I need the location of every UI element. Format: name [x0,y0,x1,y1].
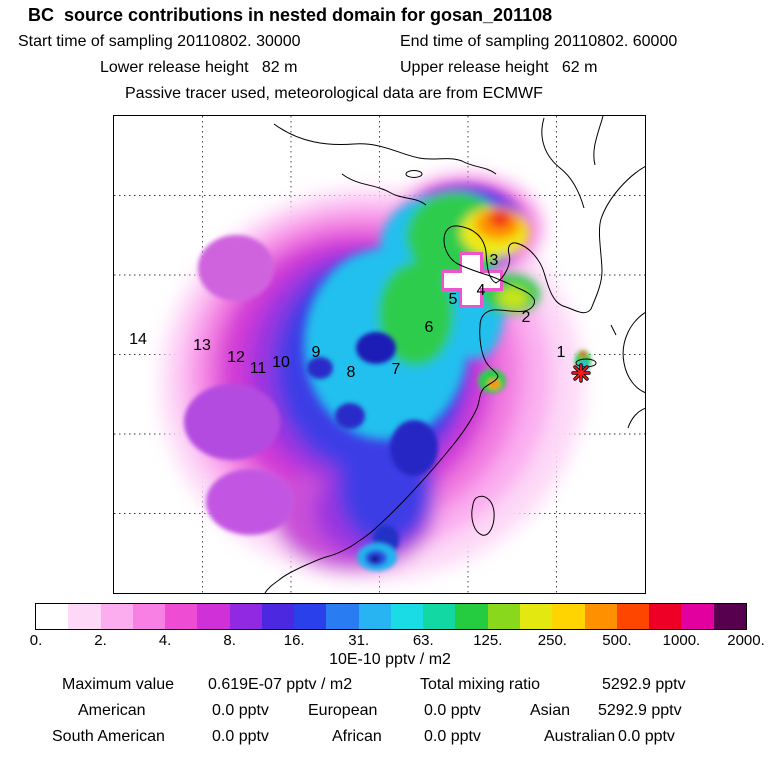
colorbar-cell [261,604,295,629]
region-label-2: 2 [521,309,531,326]
colorbar-cell [681,604,714,629]
colorbar-tick-label: 31. [348,632,370,649]
colorbar-tick-label: 16. [283,632,305,649]
south-american-value: 0.0 pptv [212,728,269,745]
colorbar-tick-label: 8. [223,632,236,649]
map-plot: 1 2 3 4 5 6 7 8 9 10 11 12 13 14 [113,115,646,594]
african-value: 0.0 pptv [424,728,481,745]
colorbar-tick-label: 2000. [727,632,765,649]
south-american-label: South American [52,728,165,745]
colorbar-cell [197,604,230,629]
colorbar-tick-label: 63. [412,632,434,649]
colorbar-cell [358,604,391,629]
african-label: African [332,728,382,745]
colorbar-cell [423,604,456,629]
map-canvas [114,116,645,593]
colorbar-cell [390,604,424,629]
australian-value: 0.0 pptv [618,728,675,745]
region-label-3: 3 [489,252,499,269]
region-label-4: 4 [476,282,486,299]
colorbar-cell [713,604,746,629]
colorbar-cell [487,604,520,629]
maximum-value-label: Maximum value [62,676,175,693]
region-label-13: 13 [193,337,211,354]
total-mixing-ratio-label: Total mixing ratio [420,676,541,693]
region-label-11: 11 [249,360,267,377]
region-label-6: 6 [424,319,434,336]
colorbar-tick-label: 4. [158,632,172,649]
colorbar-cell [584,604,617,629]
region-labels: 1 2 3 4 5 6 7 8 9 10 11 12 13 14 [114,116,645,593]
region-label-9: 9 [311,344,321,361]
coastlines [264,116,645,593]
colorbar-cell [649,604,682,629]
colorbar [35,603,747,630]
colorbar-tick-label: 0. [29,632,43,649]
colorbar-cell [552,604,585,629]
figure-title: BC source contributions in nested domain… [28,5,553,25]
colorbar-cell [68,604,101,629]
european-value: 0.0 pptv [424,702,481,719]
colorbar-cell [616,604,650,629]
region-label-1: 1 [556,344,566,361]
american-value: 0.0 pptv [212,702,269,719]
stats-block: Maximum value 0.619E-07 pptv / m2 Total … [0,676,768,766]
sampling-end-text: End time of sampling 20110802. 60000 [400,33,678,50]
colorbar-cell [100,604,133,629]
colorbar-cell [132,604,166,629]
receptor-marker [571,363,591,383]
region-label-8: 8 [346,364,356,381]
upper-release-height-text: Upper release height 62 m [400,59,598,76]
maximum-value: 0.619E-07 pptv / m2 [208,676,353,693]
region-label-10: 10 [272,354,290,371]
colorbar-cell [294,604,327,629]
colorbar-tick-label: 125. [473,632,503,649]
colorbar-cell [165,604,198,629]
concentration-field [160,176,591,580]
region-label-7: 7 [391,361,401,378]
colorbar-cell [455,604,488,629]
colorbar-cell [36,604,69,629]
american-label: American [78,702,146,719]
colorbar-cell [326,604,359,629]
sampling-start-text: Start time of sampling 20110802. 30000 [18,33,301,50]
total-mixing-ratio-value: 5292.9 pptv [602,676,686,693]
colorbar-tick-label: 2. [94,632,107,649]
region-label-5: 5 [448,291,458,308]
tracer-note-text: Passive tracer used, meteorological data… [125,85,543,102]
colorbar-tick-label: 250. [537,632,567,649]
asian-label: Asian [530,702,571,719]
colorbar-tick-label: 500. [602,632,632,649]
region-label-12: 12 [227,349,245,366]
colorbar-cell [229,604,262,629]
colorbar-ticks: 0. 2. 4. 8. 16. 31. 63. 125. 250. 500. 1000. 2000. [30,632,765,650]
lower-release-height-text: Lower release height 82 m [100,59,298,76]
asian-value: 5292.9 pptv [598,702,682,719]
masked-cell-cross [441,252,503,308]
colorbar-units-label: 10E-10 pptv / m2 [329,651,451,668]
australian-label: Australian [544,728,616,745]
european-label: European [308,702,378,719]
region-label-14: 14 [129,331,147,348]
colorbar-tick-label: 1000. [662,632,701,649]
colorbar-cell [519,604,553,629]
